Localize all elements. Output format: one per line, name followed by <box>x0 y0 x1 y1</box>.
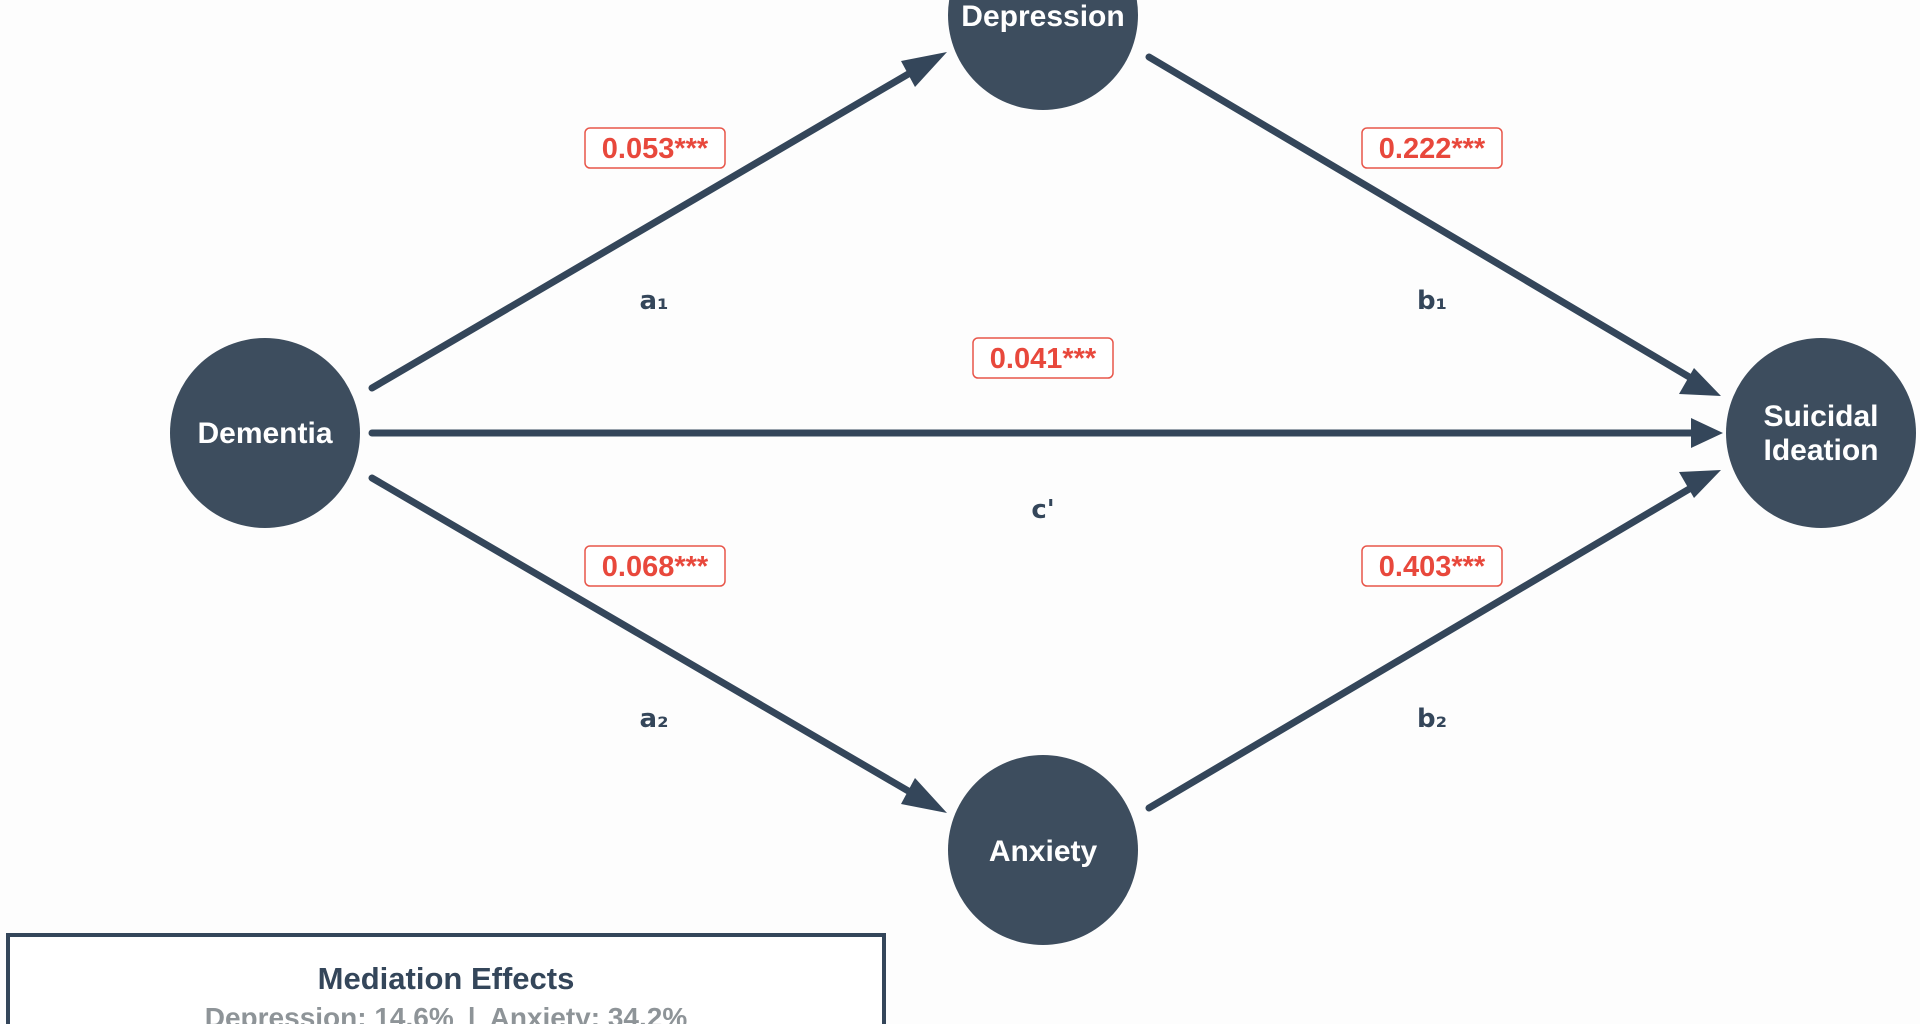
legend-effects-row: Depression: 14.6% | Anxiety: 34.2% <box>10 1004 882 1024</box>
node-dementia: Dementia <box>170 338 360 528</box>
coefficient-b2: 0.403*** <box>1361 545 1503 587</box>
node-depression: Depression <box>948 0 1138 110</box>
path-label-b1: b₁ <box>1417 286 1447 316</box>
path-label-c-prime: c' <box>1031 495 1054 525</box>
arrowhead-a1 <box>901 52 947 87</box>
coefficient-c-prime-value: 0.041*** <box>990 343 1097 375</box>
node-suicidal-ideation-label-line1: Suicidal <box>1763 400 1878 433</box>
coefficient-a1-box <box>584 127 726 169</box>
coefficient-b1: 0.222*** <box>1361 127 1503 169</box>
node-suicidal-ideation: Suicidal Ideation <box>1726 338 1916 528</box>
edge-b1 <box>1145 53 1700 385</box>
node-anxiety-circle <box>948 755 1138 945</box>
coefficient-b1-box <box>1361 127 1503 169</box>
node-suicidal-ideation-label-line2: Ideation <box>1763 434 1878 467</box>
node-anxiety: Anxiety <box>948 755 1138 945</box>
coefficient-a1: 0.053*** <box>584 127 726 169</box>
path-label-a2: a₂ <box>640 704 669 734</box>
node-suicidal-ideation-circle <box>1726 338 1916 528</box>
edges <box>368 52 1723 813</box>
node-dementia-label: Dementia <box>197 417 332 450</box>
legend-separator: | <box>467 1002 476 1024</box>
coefficient-a1-value: 0.053*** <box>602 133 709 165</box>
coefficient-a2-value: 0.068*** <box>602 551 709 583</box>
coefficient-c-prime: 0.041*** <box>972 337 1114 379</box>
coefficient-a2-box <box>584 545 726 587</box>
legend-title: Mediation Effects <box>317 961 575 996</box>
mediation-effects-legend: Mediation Effects Depression: 14.6% | Anxi… <box>6 933 886 1024</box>
path-label-b2: b₂ <box>1417 704 1447 734</box>
coefficient-a2: 0.068*** <box>584 545 726 587</box>
node-depression-label: Depression <box>961 0 1124 33</box>
legend-anxiety-effect: Anxiety: 34.2% <box>489 1002 688 1024</box>
node-dementia-circle <box>170 338 360 528</box>
node-depression-circle <box>948 0 1138 110</box>
edge-a1 <box>368 62 926 392</box>
coefficient-c-prime-box <box>972 337 1114 379</box>
arrowhead-b1 <box>1679 368 1721 396</box>
node-anxiety-label: Anxiety <box>989 835 1098 868</box>
arrowhead-b2 <box>1679 470 1721 498</box>
path-label-a1: a₁ <box>640 286 669 316</box>
coefficient-b2-value: 0.403*** <box>1379 551 1486 583</box>
arrowhead-a2 <box>901 778 947 813</box>
arrowhead-c-prime <box>1691 418 1723 448</box>
edge-b2 <box>1145 481 1700 812</box>
coefficient-b2-box <box>1361 545 1503 587</box>
legend-depression-effect: Depression: 14.6% <box>204 1002 454 1024</box>
edge-a2 <box>368 474 926 803</box>
coefficient-b1-value: 0.222*** <box>1379 133 1486 165</box>
